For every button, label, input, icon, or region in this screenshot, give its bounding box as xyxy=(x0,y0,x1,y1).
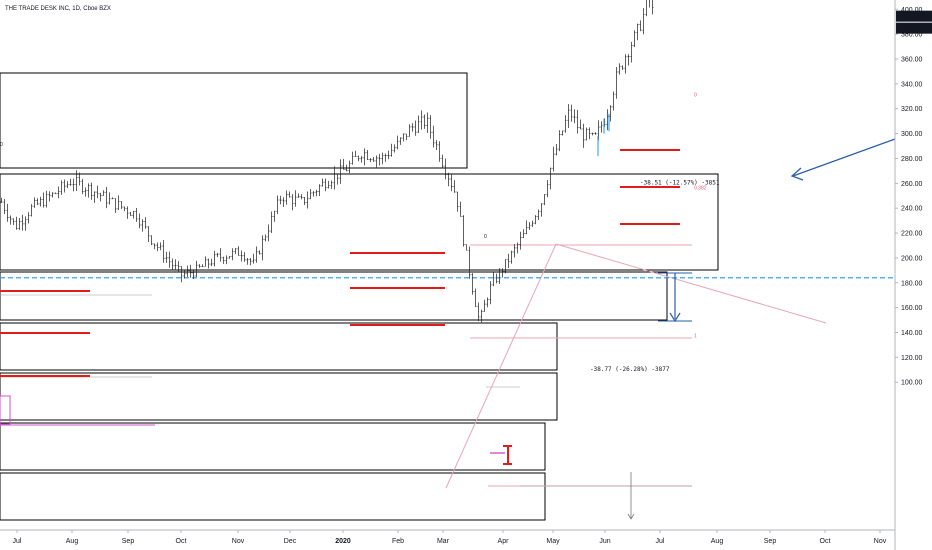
time-axis[interactable]: Jul Aug Sep Oct Nov Dec 2020 Feb Mar Apr May Jun Jul… xyxy=(13,530,887,545)
candlesticks xyxy=(0,0,654,323)
time-tick-label: Feb xyxy=(392,538,404,545)
price-tick-label: 180.00 xyxy=(901,280,923,287)
marker-box xyxy=(0,395,11,425)
fib-level-label: 0 xyxy=(694,92,697,98)
time-tick-label: Nov xyxy=(232,538,245,545)
time-tick-label: Sep xyxy=(764,538,777,545)
price-tick-label: 140.00 xyxy=(901,330,923,337)
price-tick-label: 300.00 xyxy=(901,131,923,138)
range-boxes xyxy=(0,72,719,521)
time-tick-label: Aug xyxy=(66,538,79,545)
time-tick-label: Oct xyxy=(176,538,187,545)
measure-arrow-head xyxy=(669,312,681,323)
countdown-background xyxy=(896,22,932,34)
price-tick-label: 340.00 xyxy=(901,81,923,88)
range-box xyxy=(0,422,546,471)
fib-level-label: 1 xyxy=(694,333,697,339)
last-price-label: 394.08 xyxy=(900,14,922,21)
measure-arrow-head xyxy=(627,513,635,520)
range-box xyxy=(0,322,558,371)
time-tick-label: May xyxy=(546,538,560,545)
trend-line xyxy=(445,243,557,489)
price-tick-label: 400.00 xyxy=(901,7,923,14)
time-tick-label: Nov xyxy=(874,538,887,545)
measure-annotation: -38.51 (-12.57%) -3851 xyxy=(640,180,720,187)
range-box xyxy=(0,472,546,521)
trend-line xyxy=(555,243,827,324)
pointer-arrow-shaft xyxy=(792,138,896,177)
measure-annotation: -38.77 (-26.28%) -3877 xyxy=(590,366,670,373)
fib-level-label: 0 xyxy=(484,234,487,240)
time-tick-label: Oct xyxy=(820,538,831,545)
last-price-tag: 394.08 01:50:51 xyxy=(896,10,932,34)
price-tick-label: 220.00 xyxy=(901,231,923,238)
trend-lines xyxy=(0,243,895,489)
price-tick-label: 200.00 xyxy=(901,255,923,262)
time-tick-label: Apr xyxy=(498,538,510,545)
fib-level-label: 0 xyxy=(0,142,3,148)
price-tick-label: 280.00 xyxy=(901,156,923,163)
range-box xyxy=(0,271,668,321)
annotations: -38.51 (-12.57%) -3851 -38.77 (-26.28%) -… xyxy=(0,92,720,373)
price-tick-label: 360.00 xyxy=(901,57,923,64)
range-box xyxy=(0,72,468,169)
fib-level-label: 0.382 xyxy=(694,186,707,192)
price-tick-label: 260.00 xyxy=(901,181,923,188)
price-tick-label: 160.00 xyxy=(901,305,923,312)
countdown-label: 01:50:51 xyxy=(899,26,926,33)
price-tick-label: 240.00 xyxy=(901,206,923,213)
time-tick-label: Jun xyxy=(599,538,610,545)
time-tick-label: Jul xyxy=(13,538,22,545)
price-tick-label: 120.00 xyxy=(901,355,923,362)
price-axis[interactable]: 520.00500.00480.00460.00440.00420.00400.… xyxy=(895,0,923,387)
range-box xyxy=(0,372,558,421)
last-price-background xyxy=(896,10,932,22)
range-box xyxy=(0,173,719,271)
measure-tools xyxy=(627,138,896,520)
pointer-arrow-head xyxy=(790,167,804,181)
price-tick-label: 320.00 xyxy=(901,106,923,113)
time-tick-label: Jul xyxy=(656,538,665,545)
time-tick-label: Sep xyxy=(122,538,135,545)
support-resistance-levels xyxy=(0,149,680,465)
chart-title: THE TRADE DESK INC, 1D, Cboe BZX xyxy=(5,6,111,12)
price-tick-label: 380.00 xyxy=(901,32,923,39)
time-tick-label: 2020 xyxy=(335,538,351,545)
time-tick-label: Mar xyxy=(437,538,450,545)
time-tick-label: Aug xyxy=(711,538,724,545)
price-tick-label: 100.00 xyxy=(901,380,923,387)
time-tick-label: Dec xyxy=(284,538,297,545)
